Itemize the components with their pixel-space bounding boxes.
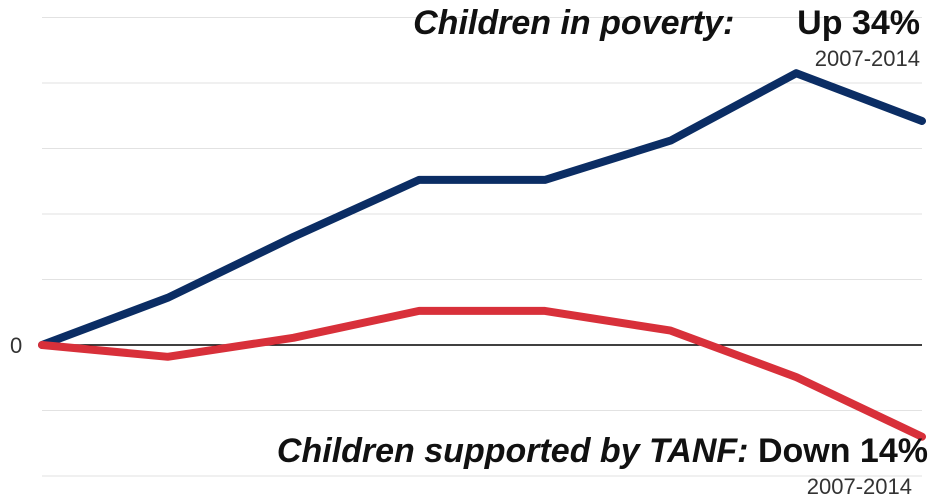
poverty-change-value: Up 34% xyxy=(797,4,920,42)
poverty-series-line xyxy=(38,69,926,349)
poverty-period: 2007-2014 xyxy=(814,46,920,71)
tanf-series-title: Children supported by TANF: xyxy=(276,432,749,470)
poverty-label: Children in poverty: Up 34% xyxy=(413,4,920,43)
zero-tick-label: 0 xyxy=(10,333,22,358)
gridlines xyxy=(42,17,922,477)
tanf-period: 2007-2014 xyxy=(806,474,912,499)
series-lines xyxy=(38,69,926,441)
tanf-change-value: Down 14% xyxy=(757,432,928,470)
poverty-series-title: Children in poverty: xyxy=(413,4,735,42)
tanf-label: Children supported by TANF: Down 14% xyxy=(277,432,928,471)
tanf-series-line xyxy=(38,306,926,441)
